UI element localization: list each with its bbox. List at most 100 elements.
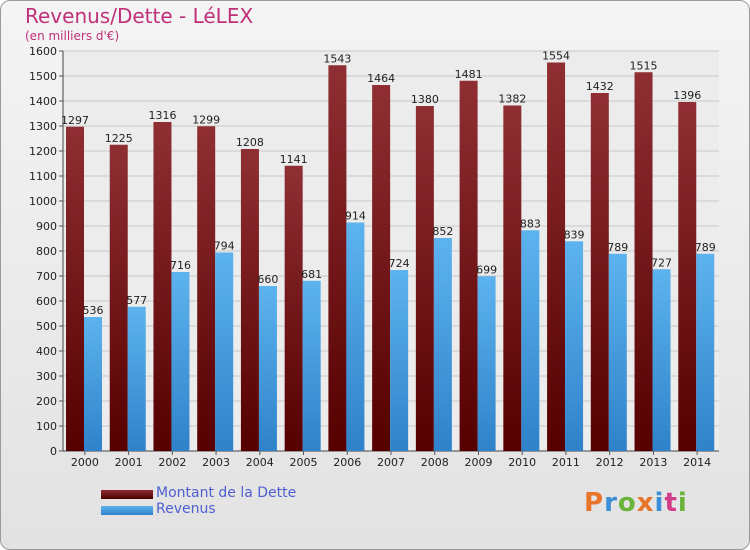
y-tick-label: 900 — [36, 220, 57, 233]
y-tick-label: 1000 — [29, 195, 57, 208]
bar-revenus — [608, 253, 627, 451]
y-tick-label: 800 — [36, 245, 57, 258]
bar-dette — [678, 102, 697, 451]
data-label-dette: 1316 — [148, 109, 176, 122]
data-label-dette: 1396 — [673, 89, 701, 102]
data-label-dette: 1141 — [280, 153, 308, 166]
y-tick-label: 300 — [36, 370, 57, 383]
bar-revenus — [215, 252, 234, 451]
data-label-dette: 1515 — [630, 59, 658, 72]
data-label-revenus: 794 — [214, 240, 235, 253]
data-label-dette: 1208 — [236, 136, 264, 149]
logo-letter: o — [617, 488, 637, 518]
bar-dette — [109, 144, 128, 451]
bar-revenus — [477, 276, 496, 451]
data-label-revenus: 789 — [607, 241, 628, 254]
y-tick-label: 700 — [36, 270, 57, 283]
legend-label-dette: Montant de la Dette — [156, 485, 297, 501]
chart-subtitle: (en milliers d'€) — [25, 29, 120, 43]
bar-dette — [634, 72, 653, 451]
legend-swatch-revenus — [101, 506, 153, 515]
logo-letter: x — [636, 488, 655, 518]
bar-dette — [240, 149, 259, 451]
x-tick-label: 2007 — [377, 456, 405, 469]
bar-revenus — [696, 253, 715, 451]
y-tick-label: 1100 — [29, 170, 57, 183]
y-tick-label: 400 — [36, 345, 57, 358]
bar-revenus — [390, 270, 409, 451]
bar-revenus — [302, 280, 321, 451]
data-label-revenus: 914 — [345, 210, 366, 223]
data-label-dette: 1543 — [323, 52, 351, 65]
chart-title: Revenus/Dette - LéLEX — [25, 4, 254, 28]
bar-revenus — [127, 306, 146, 451]
x-tick-label: 2003 — [202, 456, 230, 469]
proxiti-logo: Proxiti — [584, 488, 688, 518]
y-tick-label: 100 — [36, 420, 57, 433]
y-tick-label: 1500 — [29, 70, 57, 83]
bar-revenus — [258, 286, 277, 451]
bar-revenus — [652, 269, 671, 451]
x-tick-label: 2014 — [683, 456, 711, 469]
data-label-revenus: 716 — [170, 259, 191, 272]
data-label-dette: 1299 — [192, 113, 220, 126]
data-label-revenus: 660 — [257, 273, 278, 286]
bar-dette — [328, 65, 347, 451]
x-tick-label: 2002 — [158, 456, 186, 469]
bar-dette — [197, 126, 216, 451]
bar-revenus — [565, 241, 584, 451]
data-label-revenus: 699 — [476, 263, 497, 276]
x-tick-label: 2008 — [421, 456, 449, 469]
y-tick-label: 1200 — [29, 145, 57, 158]
data-label-dette: 1380 — [411, 93, 439, 106]
bar-dette — [284, 165, 303, 451]
bar-revenus — [171, 272, 190, 451]
logo-letter: t — [664, 488, 678, 518]
y-tick-label: 1400 — [29, 95, 57, 108]
x-tick-label: 2006 — [333, 456, 361, 469]
data-label-revenus: 536 — [83, 304, 104, 317]
data-label-revenus: 883 — [520, 217, 541, 230]
legend-swatch-dette — [101, 490, 153, 499]
data-label-dette: 1464 — [367, 72, 395, 85]
logo-letter: P — [584, 488, 605, 518]
bar-dette — [503, 105, 522, 451]
x-tick-label: 2013 — [639, 456, 667, 469]
logo-letter: r — [604, 488, 618, 518]
data-label-revenus: 852 — [432, 225, 453, 238]
data-label-revenus: 789 — [695, 241, 716, 254]
bar-dette — [153, 122, 172, 451]
legend-label-revenus: Revenus — [156, 501, 216, 517]
data-label-dette: 1297 — [61, 114, 89, 127]
data-label-revenus: 724 — [389, 257, 410, 270]
x-tick-label: 2001 — [115, 456, 143, 469]
x-tick-label: 2000 — [71, 456, 99, 469]
x-tick-label: 2010 — [508, 456, 536, 469]
bar-dette — [547, 62, 566, 451]
data-label-dette: 1225 — [105, 132, 133, 145]
x-tick-label: 2005 — [290, 456, 318, 469]
bar-revenus — [84, 317, 102, 451]
x-tick-label: 2011 — [552, 456, 580, 469]
bar-dette — [66, 126, 84, 451]
y-tick-label: 1300 — [29, 120, 57, 133]
y-tick-label: 0 — [50, 445, 57, 458]
bar-revenus — [521, 230, 540, 451]
y-tick-label: 500 — [36, 320, 57, 333]
logo-letter: i — [654, 488, 665, 518]
data-label-dette: 1481 — [455, 68, 483, 81]
bar-revenus — [433, 238, 452, 451]
data-label-revenus: 839 — [564, 228, 585, 241]
y-tick-label: 200 — [36, 395, 57, 408]
data-label-dette: 1554 — [542, 50, 570, 63]
x-tick-label: 2009 — [464, 456, 492, 469]
data-label-dette: 1382 — [498, 93, 526, 106]
y-tick-label: 1600 — [29, 45, 57, 58]
data-label-revenus: 681 — [301, 268, 322, 281]
bar-revenus — [346, 222, 365, 451]
bar-dette — [590, 93, 609, 451]
data-label-dette: 1432 — [586, 80, 614, 93]
x-tick-label: 2004 — [246, 456, 274, 469]
